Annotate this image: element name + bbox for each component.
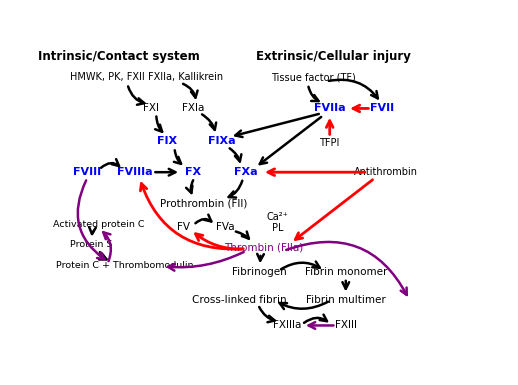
Text: Protein C + Thrombomodulin: Protein C + Thrombomodulin <box>56 261 194 270</box>
Text: Protein S: Protein S <box>69 240 112 249</box>
Text: FXIIIa: FXIIIa <box>274 320 302 330</box>
Text: FIXa: FIXa <box>208 136 235 146</box>
Text: Fibrinogen: Fibrinogen <box>232 266 287 276</box>
Text: FX: FX <box>185 167 202 177</box>
Text: Intrinsic/Contact system: Intrinsic/Contact system <box>38 50 200 63</box>
Text: Fibrin multimer: Fibrin multimer <box>306 295 385 305</box>
Text: Thrombin (FIIa): Thrombin (FIIa) <box>224 243 303 253</box>
Text: FXI: FXI <box>143 104 159 114</box>
Text: FVII: FVII <box>370 104 394 114</box>
Text: Extrinsic/Cellular injury: Extrinsic/Cellular injury <box>256 50 411 63</box>
Text: FXIII: FXIII <box>335 320 357 330</box>
Text: FXa: FXa <box>234 167 257 177</box>
Text: Fibrin monomer: Fibrin monomer <box>305 266 387 276</box>
Text: FVa: FVa <box>216 222 235 232</box>
Text: FV: FV <box>177 222 190 232</box>
Text: FVIIIa: FVIIIa <box>117 167 153 177</box>
Text: Activated protein C: Activated protein C <box>53 219 145 229</box>
Text: Tissue factor (TF): Tissue factor (TF) <box>271 72 356 82</box>
Text: Cross-linked fibrin: Cross-linked fibrin <box>192 295 286 305</box>
Text: Antithrombin: Antithrombin <box>354 167 418 177</box>
Text: FVIIa: FVIIa <box>314 104 346 114</box>
Text: FXIIa, Kallikrein: FXIIa, Kallikrein <box>148 72 223 82</box>
Text: FVIII: FVIII <box>73 167 101 177</box>
Text: HMWK, PK, FXII: HMWK, PK, FXII <box>69 72 145 82</box>
Text: FIX: FIX <box>157 136 177 146</box>
Text: TFPI: TFPI <box>320 137 340 147</box>
Text: Prothrombin (FII): Prothrombin (FII) <box>160 198 247 208</box>
Text: Ca²⁺
PL: Ca²⁺ PL <box>267 212 289 233</box>
Text: FXIa: FXIa <box>182 104 205 114</box>
